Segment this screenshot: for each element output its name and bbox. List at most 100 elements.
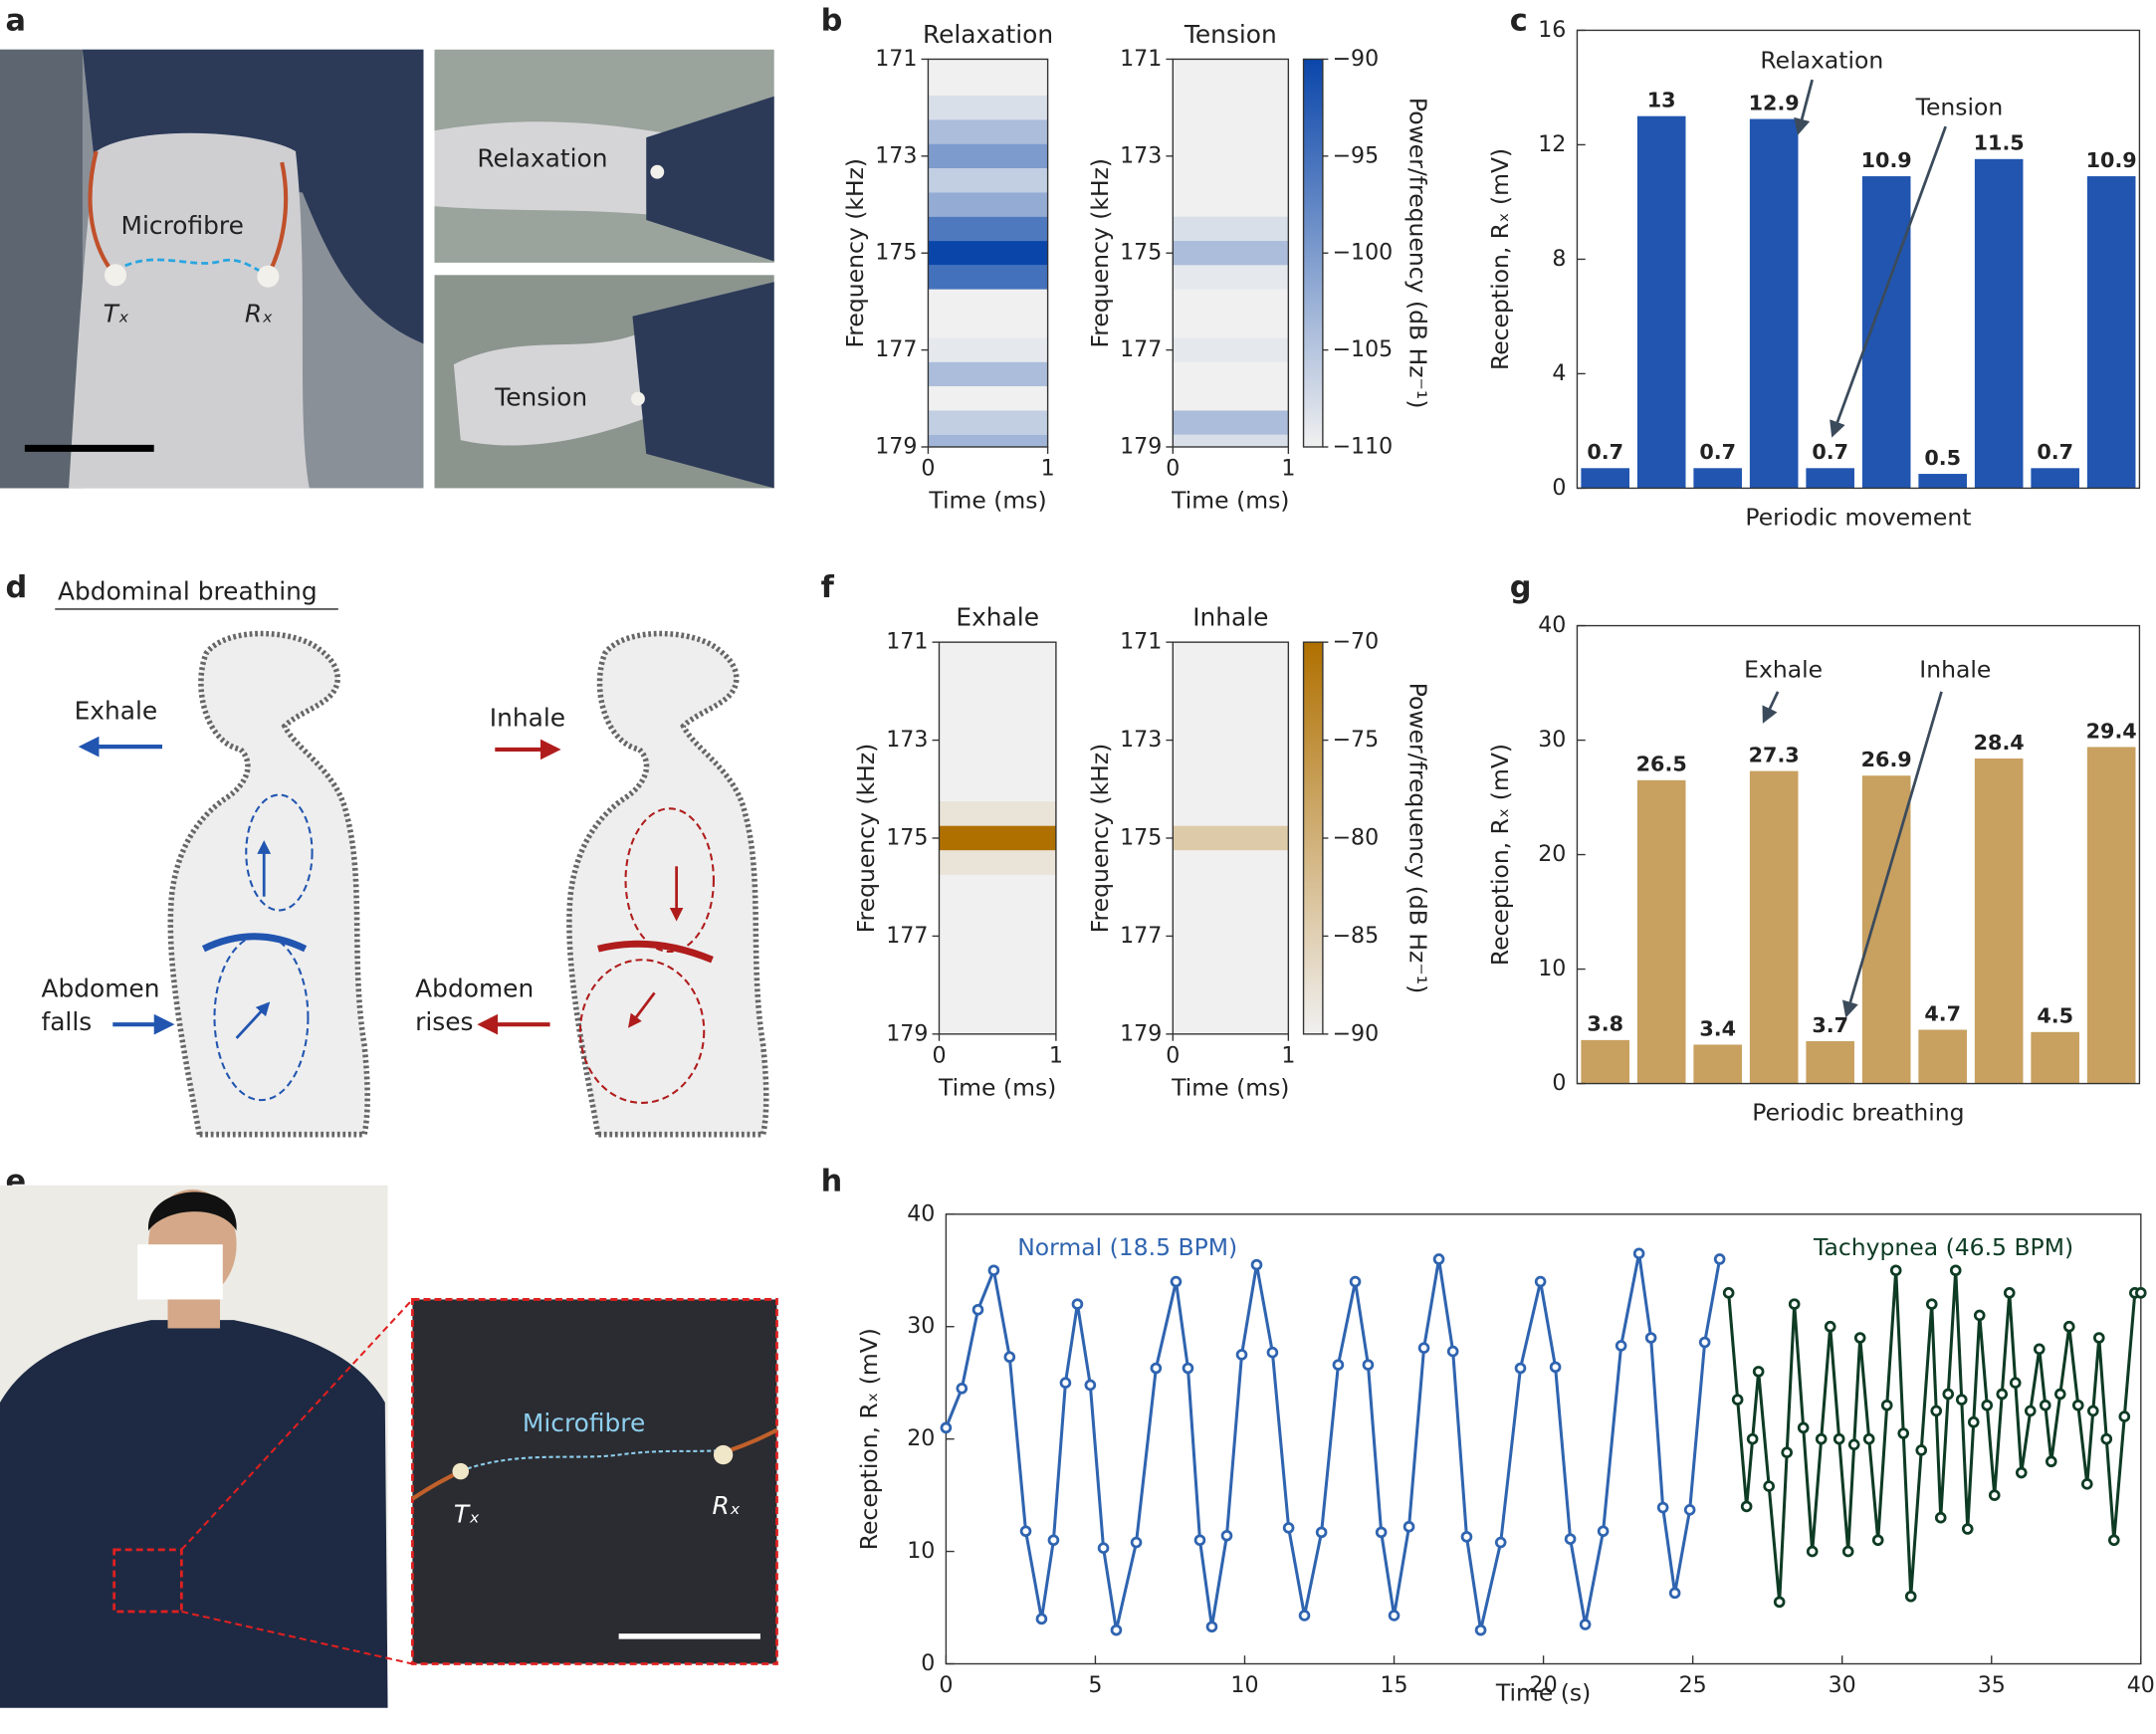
heatmap-row	[1173, 776, 1289, 802]
heatmap-row	[1173, 434, 1289, 447]
colorbar-tick-label: −70	[1333, 629, 1380, 655]
x-tick-label: 40	[2127, 1672, 2155, 1698]
bar	[2086, 747, 2136, 1084]
data-point	[1514, 1362, 1527, 1375]
data-point	[1579, 1619, 1592, 1630]
x-tick-label: 1	[1281, 456, 1295, 482]
bar	[2031, 468, 2079, 489]
bar	[2031, 1031, 2079, 1084]
photo-label: Microfibre	[523, 1409, 645, 1437]
y-axis-label: Reception, Rₓ (mV)	[855, 1328, 883, 1550]
value-label: 3.8	[1587, 1012, 1623, 1036]
data-point	[1862, 1432, 1875, 1445]
data-point	[987, 1264, 1000, 1277]
heatmap-row	[939, 825, 1056, 851]
data-point	[2015, 1466, 2028, 1479]
data-point	[1362, 1359, 1375, 1371]
data-point	[1934, 1511, 1947, 1524]
inset-photo	[411, 1298, 778, 1665]
value-label: 4.5	[2037, 1004, 2073, 1028]
data-point	[2003, 1287, 2016, 1299]
x-tick-label: 25	[1679, 1672, 1707, 1698]
diagram-label: falls	[41, 1007, 92, 1036]
data-point	[1460, 1531, 1473, 1543]
colorbar-label: Power/frequency (dB Hz⁻¹)	[1403, 98, 1431, 409]
y-tick-label: 173	[875, 142, 917, 168]
y-tick-label: 40	[1538, 612, 1566, 638]
electrode	[104, 264, 127, 287]
heatmap-row	[1173, 801, 1289, 826]
heatmap-row	[928, 386, 1048, 411]
data-point	[2062, 1320, 2075, 1333]
chart-title: Exhale	[956, 603, 1039, 632]
data-point	[1644, 1332, 1657, 1344]
bar	[1806, 1041, 1854, 1084]
heatmap-row	[1173, 265, 1289, 290]
photo-label: Tₓ	[454, 1499, 480, 1528]
panel-label: h	[821, 1165, 843, 1199]
data-point	[971, 1303, 984, 1316]
bar	[1581, 1039, 1629, 1084]
colorbar-tick-label: −75	[1333, 727, 1380, 753]
data-point	[1417, 1342, 1430, 1354]
data-point	[1824, 1320, 1836, 1333]
x-tick-label: 0	[1166, 1042, 1180, 1068]
y-tick-label: 177	[875, 336, 917, 362]
photo-e: Microfibre Tₓ Rₓ	[0, 1185, 778, 1708]
x-axis-label: Time (ms)	[928, 487, 1046, 515]
data-point	[1955, 1394, 1968, 1406]
y-tick-label: 171	[1120, 46, 1162, 72]
annotation-arrow	[1794, 79, 1814, 135]
y-tick-label: 40	[907, 1200, 935, 1226]
lung-region	[245, 793, 314, 912]
y-tick-label: 177	[886, 923, 928, 949]
y-axis-label: Frequency (kHz)	[1086, 744, 1114, 934]
abdomen-region	[578, 959, 706, 1104]
data-point	[1740, 1500, 1753, 1513]
y-tick-label: 175	[875, 240, 917, 266]
panel-label: f	[821, 570, 835, 605]
data-point	[1059, 1377, 1072, 1389]
panel-label: c	[1510, 4, 1528, 39]
x-axis-label: Time (s)	[1495, 1678, 1591, 1706]
heatmap-row	[1173, 654, 1289, 680]
bar	[1693, 468, 1742, 489]
y-tick-label: 16	[1538, 17, 1566, 43]
x-axis-label: Time (ms)	[938, 1074, 1056, 1102]
data-point	[2100, 1432, 2113, 1445]
data-point	[1375, 1526, 1388, 1539]
data-point	[1988, 1489, 2001, 1501]
photo-label: Microfibre	[121, 211, 244, 240]
heatmap-row	[1173, 361, 1289, 387]
heatmap-row	[1173, 752, 1289, 777]
heatmap-row	[939, 996, 1056, 1022]
chart-title: Tension	[1184, 20, 1277, 49]
heatmap-row	[928, 192, 1048, 217]
wire	[267, 161, 289, 274]
y-tick-label: 173	[1120, 142, 1162, 168]
heatmap-row	[939, 752, 1056, 777]
heatmap-row	[939, 924, 1056, 949]
data-point	[1847, 1438, 1860, 1451]
data-point	[2107, 1534, 2120, 1547]
colorbar-tick-label: −90	[1333, 46, 1380, 72]
photo-label: Tension	[494, 383, 587, 412]
data-point	[1110, 1624, 1123, 1636]
data-point	[1402, 1520, 1415, 1533]
data-point	[1170, 1275, 1183, 1288]
heatmap-row	[1173, 168, 1289, 193]
data-point	[956, 1383, 969, 1395]
data-point	[2135, 1287, 2147, 1299]
heatmap-row	[1173, 143, 1289, 169]
data-point	[1797, 1421, 1810, 1434]
heatmap-row	[939, 654, 1056, 680]
lung-region	[624, 807, 715, 953]
x-tick-label: 1	[1281, 1042, 1295, 1068]
data-point	[1446, 1345, 1459, 1358]
data-point	[1549, 1361, 1562, 1374]
heatmap-row	[1173, 410, 1289, 435]
value-label: 4.7	[1924, 1001, 1961, 1025]
heatmap-row	[939, 776, 1056, 802]
body-group	[569, 634, 766, 1135]
value-label: 10.9	[2086, 148, 2137, 172]
